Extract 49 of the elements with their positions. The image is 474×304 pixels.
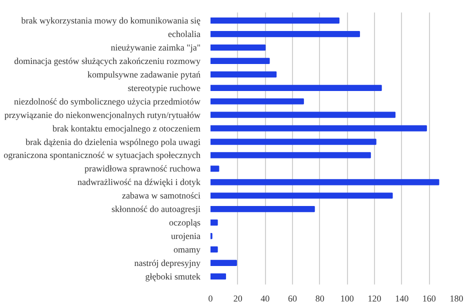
y-tick-label: brak wykorzystania mowy do komunikowania się xyxy=(21,16,201,26)
bar xyxy=(210,192,393,199)
y-tick-label: prawidłowa sprawność ruchowa xyxy=(84,164,201,174)
bar xyxy=(210,58,270,64)
bar xyxy=(210,179,440,186)
y-tick-label: brak kontaktu emocjalnego z otoczeniem xyxy=(52,123,201,134)
bar xyxy=(210,138,376,145)
bar xyxy=(210,246,218,253)
y-tick-label: kompulsywne zadawanie pytań xyxy=(88,69,201,80)
bar xyxy=(210,152,371,158)
y-tick-label: urojenia xyxy=(171,231,201,242)
y-tick-label: nieużywanie zaimka "ja" xyxy=(110,42,201,53)
x-tick-label: 20 xyxy=(233,294,243,304)
x-tick-label: 60 xyxy=(288,294,298,304)
bar xyxy=(210,273,226,280)
x-tick-label: 0 xyxy=(208,294,214,304)
y-tick-label: echolalia xyxy=(168,29,201,40)
y-tick-label: dominacja gestów służących zakończeniu rozmowy xyxy=(14,56,201,66)
bar xyxy=(210,18,340,24)
bar xyxy=(210,166,220,172)
y-tick-label: brak dążenia do dzielenia wspólnego pola uwagi xyxy=(26,136,201,147)
bar xyxy=(210,71,277,78)
bar xyxy=(210,125,427,132)
x-tick-label: 160 xyxy=(422,294,436,304)
x-tick-label: 100 xyxy=(340,294,354,304)
y-tick-label: niezdolność do symbolicznego użycia przedmiotów xyxy=(14,96,201,106)
y-tick-label: omamy xyxy=(174,244,201,254)
bar xyxy=(210,98,304,104)
y-tick-label: oczopląs xyxy=(169,218,201,228)
bar xyxy=(210,84,382,91)
y-tick-label: stereotypie ruchowe xyxy=(128,82,201,93)
x-tick-label: 40 xyxy=(260,294,270,304)
y-tick-label: przywiązanie do niekonwencjonalnych rutyn/rytuałów xyxy=(4,110,201,120)
x-tick-label: 80 xyxy=(315,294,325,304)
y-tick-label: skłonność do autoagresji xyxy=(112,204,201,214)
y-tick-label: zabawa w samotności xyxy=(122,190,201,201)
bar xyxy=(210,260,237,266)
x-tick-label: 180 xyxy=(450,294,464,304)
y-tick-label: głęboki smutek xyxy=(145,271,201,282)
bar xyxy=(210,206,315,212)
x-tick-label: 140 xyxy=(395,294,410,304)
y-tick-label: nastrój depresyjny xyxy=(134,258,201,268)
bar xyxy=(210,44,266,51)
bar xyxy=(210,220,218,226)
bar xyxy=(210,112,396,118)
y-tick-label: ograniczona spontaniczność w sytuacjach społecznych xyxy=(4,150,201,160)
bar xyxy=(210,30,360,38)
y-tick-label: nadwrażliwość na dźwięki i dotyk xyxy=(78,177,201,188)
x-tick-label: 120 xyxy=(368,294,382,304)
